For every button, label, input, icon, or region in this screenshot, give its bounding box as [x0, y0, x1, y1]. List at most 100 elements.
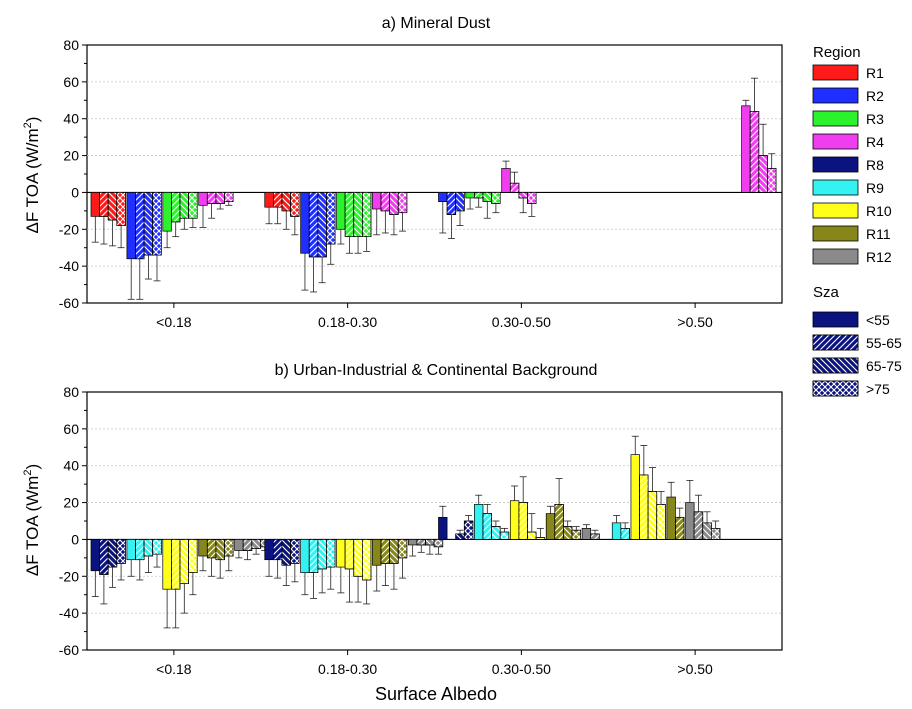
x-category-label: 0.18-0.30: [318, 661, 377, 677]
bar-hatch-r11-sza-3: [397, 539, 408, 559]
bar-r12-sza-0: [685, 502, 695, 540]
bar-hatch-r12-sza-2: [251, 539, 261, 549]
bar-r3-sza-0: [465, 192, 475, 199]
bar-hatch-r10-sza-3: [656, 504, 666, 540]
bar-hatch-r2-sza-3: [326, 192, 336, 245]
y-tick-label: 60: [63, 74, 79, 90]
bar-hatch-r10-sza-3: [535, 537, 546, 540]
bar-r2-sza-0: [300, 192, 310, 254]
bar-hatch-r3-sza-3: [491, 192, 501, 204]
bar-hatch-r8-sza-3: [116, 539, 126, 564]
legend-region-title: Region: [813, 44, 861, 61]
panel-a: a) Mineral Dust ΔF TOA (W/m2) -60 -40 -20 0…: [22, 15, 783, 330]
plot-frame: [86, 44, 783, 304]
bar-hatch-r4-sza-3: [397, 192, 408, 214]
bar-hatch-r3-sza-2: [179, 192, 189, 219]
bar-hatch-r4-sza-3: [767, 168, 777, 193]
x-category-label: 0.30-0.50: [492, 314, 551, 330]
bar-r11-sza-0: [666, 496, 676, 540]
bar-hatch-r3-sza-1: [171, 192, 181, 223]
bar-r9-sza-0: [300, 539, 310, 573]
bar-r8-sza-0: [90, 539, 100, 572]
bar-r1-sza-0: [90, 192, 100, 217]
bar-r12-sza-0: [234, 539, 244, 551]
legend-label-r10: R10: [866, 203, 892, 219]
bar-hatch-r9-sza-2: [143, 539, 154, 557]
bar-hatch-r9-sza-3: [152, 539, 162, 555]
bar-hatch-r9-sza-1: [135, 539, 145, 561]
legend-sza-hatch-2: [812, 357, 859, 374]
panel-a-ylabel: ΔF TOA (W/m2): [22, 117, 42, 234]
bar-hatch-r4-sza-2: [518, 192, 528, 199]
bar-hatch-r8-sza-2: [281, 539, 291, 566]
y-tick-label: 80: [63, 384, 79, 400]
legend-sza-label-3: >75: [866, 381, 890, 397]
bar-hatch-r9-sza-1: [620, 528, 630, 540]
bar-hatch-r2-sza-3: [152, 192, 162, 256]
bar-hatch-r9-sza-2: [491, 526, 501, 540]
bar-hatch-r4-sza-2: [389, 192, 399, 215]
legend-swatch-r2: [812, 87, 859, 104]
panel-a-title: a) Mineral Dust: [382, 15, 491, 32]
legend-swatch-r12: [812, 248, 859, 265]
bar-r2-sza-0: [126, 192, 136, 260]
bar-hatch-r2-sza-2: [455, 192, 465, 212]
bar-hatch-r1-sza-3: [290, 192, 300, 217]
bar-r2-sza-0: [438, 192, 448, 202]
bar-hatch-r12-sza-1: [590, 533, 600, 540]
bar-hatch-r1-sza-3: [116, 192, 126, 226]
bar-r11-sza-0: [372, 539, 382, 566]
bar-hatch-r11-sza-2: [389, 539, 399, 564]
bar-hatch-r10-sza-2: [647, 491, 658, 540]
bar-hatch-r12-sza-1: [242, 539, 253, 551]
bar-hatch-r11-sza-1: [380, 539, 390, 564]
bar-hatch-r10-sza-2: [527, 531, 537, 540]
bar-hatch-r11-sza-2: [215, 539, 225, 561]
legend-swatch-r4: [812, 133, 859, 150]
bar-hatch-r8-sza-1: [99, 539, 109, 575]
y-tick-label: 40: [63, 111, 79, 127]
y-tick-label: -20: [59, 221, 79, 237]
panel-b-title: b) Urban-Industrial & Continental Backgr…: [275, 362, 598, 379]
bar-hatch-r12-sza-3: [433, 539, 444, 548]
bar-hatch-r11-sza-1: [554, 504, 564, 540]
bar-hatch-r9-sza-2: [317, 539, 327, 570]
bar-hatch-r9-sza-3: [499, 531, 510, 540]
bar-hatch-r4-sza-3: [224, 192, 234, 202]
x-category-label: <0.18: [156, 314, 192, 330]
bar-hatch-r2-sza-2: [317, 192, 327, 258]
bar-hatch-r1-sza-2: [281, 192, 291, 212]
y-tick-label: 0: [71, 184, 79, 200]
legend-sza-label-2: 65-75: [866, 358, 902, 374]
bar-hatch-r11-sza-3: [224, 539, 234, 557]
legend-sza-swatch-0: [812, 311, 859, 328]
bar-r9-sza-0: [474, 504, 484, 540]
bar-hatch-r2-sza-2: [143, 192, 154, 256]
legend-swatch-r1: [812, 64, 859, 81]
bar-r4-sza-0: [372, 192, 382, 210]
bar-hatch-r8-sza-1: [273, 539, 283, 561]
bar-hatch-r4-sza-2: [758, 155, 768, 193]
bar-hatch-r12-sza-1: [693, 511, 704, 540]
bar-hatch-r10-sza-1: [344, 539, 355, 570]
bar-hatch-r10-sza-2: [179, 539, 189, 585]
legend-sza: Sza <55 55-65 65-75 >75: [812, 284, 902, 397]
bar-hatch-r12-sza-2: [702, 522, 712, 540]
bar-hatch-r12-sza-1: [416, 539, 426, 546]
legend-label-r9: R9: [866, 180, 884, 196]
y-tick-label: 0: [71, 531, 79, 547]
bar-hatch-r4-sza-2: [215, 192, 225, 204]
legend-label-r11: R11: [866, 226, 891, 242]
bar-hatch-r2-sza-1: [308, 192, 319, 258]
bar-r10-sza-0: [630, 454, 640, 540]
bar-r1-sza-0: [264, 192, 274, 208]
panel-a-plot-area: -60 -40 -20 0 20 40 60 80 <0.18 0.18-0.30 0.30-0.5…: [59, 37, 783, 330]
x-category-label: >0.50: [677, 314, 713, 330]
legend-label-r12: R12: [866, 249, 892, 265]
x-category-label: >0.50: [677, 661, 713, 677]
y-tick-label: -60: [59, 295, 79, 311]
bar-hatch-r2-sza-1: [446, 192, 457, 215]
y-tick-label: -20: [59, 568, 79, 584]
bar-hatch-r3-sza-3: [362, 192, 372, 238]
y-tick-label: -60: [59, 642, 79, 658]
